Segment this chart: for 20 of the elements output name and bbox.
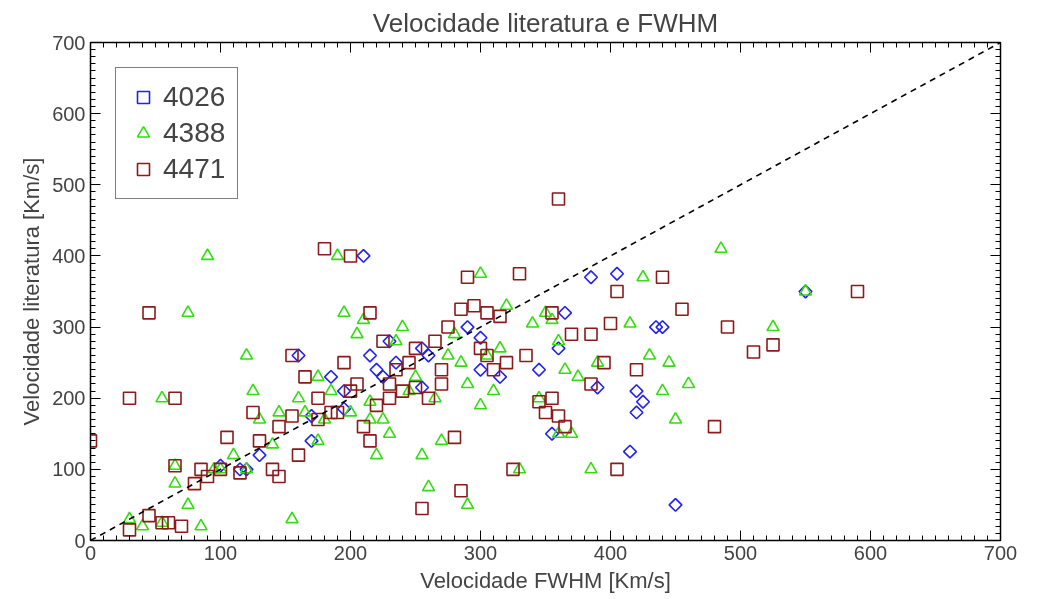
x-tick-label: 700 (983, 541, 1018, 564)
y-tick-label: 300 (52, 316, 86, 339)
legend-label: 4026 (163, 80, 226, 114)
chart-title: Velocidade literatura e FWHM (372, 7, 719, 38)
x-tick-label: 600 (853, 541, 888, 564)
x-tick-label: 500 (723, 541, 758, 564)
y-tick-label: 100 (52, 458, 86, 481)
y-tick-label: 700 (52, 31, 86, 54)
x-tick-label: 300 (463, 541, 498, 564)
legend-label: 4388 (163, 116, 226, 150)
x-tick-label: 200 (333, 541, 368, 564)
y-axis-title: Velocidade literatura [Km/s] (19, 157, 45, 426)
legend-label: 4471 (163, 152, 226, 186)
y-tick-label: 600 (52, 102, 86, 125)
x-axis-title: Velocidade FWHM [Km/s] (420, 567, 671, 593)
y-tick-label: 200 (52, 387, 86, 410)
x-tick-label: 100 (203, 541, 238, 564)
y-tick-label: 500 (52, 173, 86, 196)
x-tick-label: 400 (593, 541, 628, 564)
y-tick-label: 400 (52, 244, 86, 267)
